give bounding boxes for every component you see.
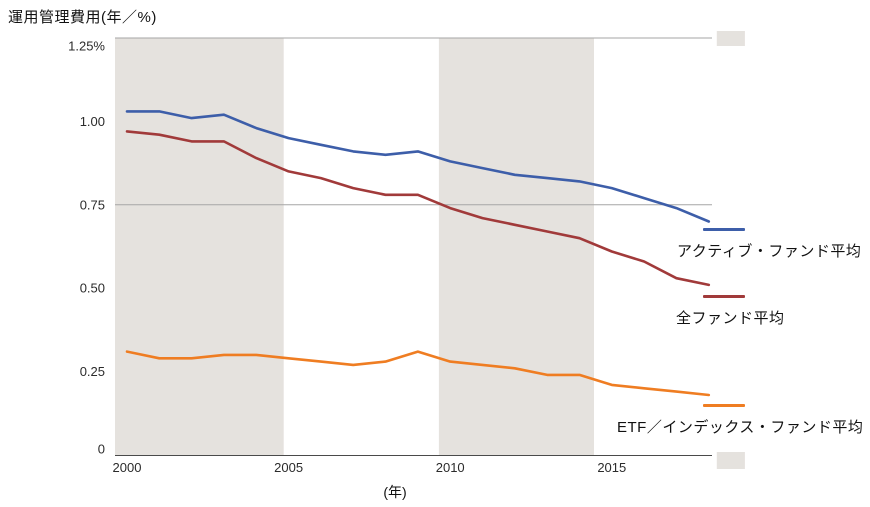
x-axis-label: (年) xyxy=(383,484,407,500)
legend-label-active-fund-average: アクティブ・ファンド平均 xyxy=(677,243,862,260)
series-line-2 xyxy=(125,350,711,397)
y-tick-label: 1.25% xyxy=(68,39,105,54)
y-tick-label: 1.00 xyxy=(80,114,105,129)
legend-item-active-fund-average: アクティブ・ファンド平均 xyxy=(677,228,861,261)
x-tick-label: 2005 xyxy=(274,460,303,475)
series-line-0 xyxy=(125,110,711,223)
x-tick-label: 2015 xyxy=(597,460,626,475)
active-fund-line-swatch-icon xyxy=(703,228,745,231)
series-line-1 xyxy=(125,130,711,287)
y-tick-label: 0.75 xyxy=(80,197,105,212)
y-tick-label: 0.50 xyxy=(80,281,105,296)
y-tick-label: 0 xyxy=(98,442,105,457)
x-tick-label: 2010 xyxy=(436,460,465,475)
legend-panel-background xyxy=(713,46,870,452)
chart-title: 運用管理費用(年／%) xyxy=(8,9,157,26)
all-fund-line-swatch-icon xyxy=(703,295,745,298)
recession-band xyxy=(438,38,594,455)
x-tick-label: 2000 xyxy=(113,460,142,475)
legend-item-all-fund-average: 全ファンド平均 xyxy=(676,295,785,328)
legend-item-etf-index-fund-average: ETF／インデックス・ファンド平均 xyxy=(617,404,863,437)
etf-index-fund-line-swatch-icon xyxy=(703,404,745,407)
y-tick-label: 0.25 xyxy=(80,364,105,379)
legend-label-all-fund-average: 全ファンド平均 xyxy=(676,310,785,327)
legend-label-etf-index-fund-average: ETF／インデックス・ファンド平均 xyxy=(617,419,864,436)
recession-band xyxy=(115,38,284,455)
